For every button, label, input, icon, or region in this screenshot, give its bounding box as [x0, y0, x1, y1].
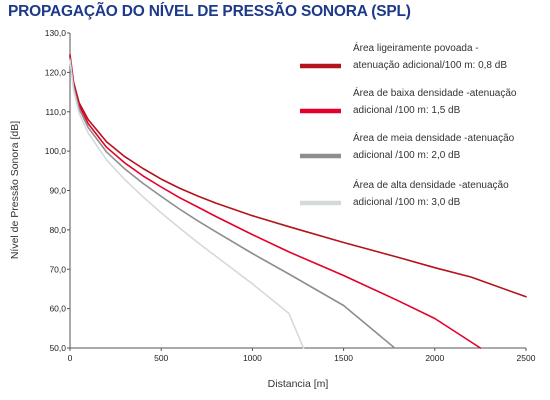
y-tick-label: 120,0: [45, 67, 67, 77]
legend-label-4-line-2: adicional /100 m: 3,0 dB: [353, 197, 461, 208]
series-line-3: [69, 57, 396, 349]
y-tick-label: 90,0: [49, 186, 66, 196]
y-tick-label: 100,0: [45, 146, 67, 156]
legend-label-4-line-1: Área de alta densidade -atenuação: [353, 178, 509, 191]
y-axis-label: Nível de Pressão Sonora [dB]: [9, 121, 21, 259]
y-tick-label: 70,0: [49, 264, 66, 274]
series-line-1: [69, 53, 527, 298]
series-line-4: [69, 59, 305, 349]
x-tick-label: 500: [154, 353, 168, 363]
y-tick-label: 110,0: [45, 107, 66, 117]
x-axis-label: Distancia [m]: [268, 378, 329, 390]
chart-title: PROPAGAÇÃO DO NÍVEL DE PRESSÃO SONORA (S…: [8, 3, 411, 20]
legend-label-3-line-1: Área de meia densidade -atenuação: [353, 131, 515, 144]
legend-label-3-line-2: adicional /100 m: 2,0 dB: [353, 150, 461, 161]
tick-labels: 0 500 1000 1500 2000 2500 50,0 60,0 70,0 80,0 90,0…: [45, 28, 536, 363]
x-tick-label: 2500: [517, 353, 536, 363]
series-line-2: [69, 55, 482, 349]
y-tick-label: 80,0: [49, 225, 66, 235]
x-tick-label: 1500: [334, 353, 353, 363]
y-tick-label: 130,0: [45, 28, 67, 38]
legend: Área ligeiramente povoada - atenuação adi…: [300, 41, 517, 208]
legend-label-1-line-1: Área ligeiramente povoada -: [353, 41, 479, 54]
x-tick-label: 2000: [425, 353, 444, 363]
series-lines: [69, 53, 527, 349]
y-tick-label: 60,0: [49, 304, 66, 314]
legend-label-1-line-2: atenuação adicional/100 m: 0,8 dB: [353, 60, 507, 71]
y-tick-label: 50,0: [49, 343, 66, 353]
legend-label-2-line-2: adicional /100 m: 1,5 dB: [353, 105, 461, 116]
x-tick-label: 1000: [243, 353, 262, 363]
x-tick-label: 0: [68, 353, 73, 363]
chart-axes: [67, 32, 527, 351]
legend-label-2-line-1: Área de baixa densidade -atenuação: [353, 86, 517, 99]
